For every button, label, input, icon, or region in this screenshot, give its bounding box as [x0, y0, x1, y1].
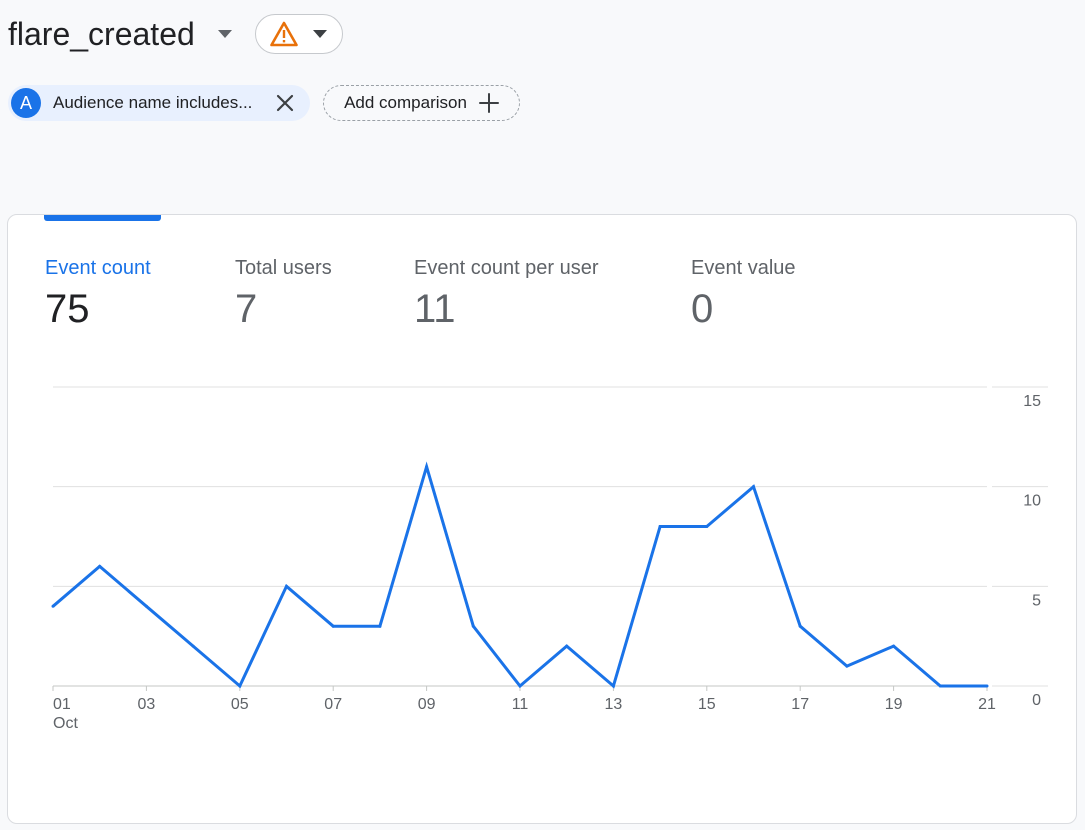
data-point	[565, 644, 569, 648]
close-icon	[276, 94, 294, 112]
data-point	[985, 684, 989, 688]
data-point	[378, 624, 382, 628]
data-point	[798, 624, 802, 628]
metric-tab-event-count-per-user[interactable]: Event count per user 11	[414, 255, 599, 335]
metric-value: 0	[691, 287, 714, 331]
chart-gridlines	[53, 386, 1048, 687]
audience-comparison-chip[interactable]: A Audience name includes...	[8, 85, 310, 121]
data-point	[191, 644, 195, 648]
metric-tab-total-users[interactable]: Total users 7	[235, 255, 332, 335]
x-tick-label: 21	[978, 696, 996, 713]
x-tick-label: 11	[512, 696, 529, 713]
metric-value: 75	[45, 287, 90, 331]
data-point	[285, 584, 288, 588]
caret-down-icon	[217, 30, 232, 38]
comparison-row: A Audience name includes... Add comparis…	[8, 85, 520, 121]
data-point	[98, 564, 102, 568]
y-tick-label: 10	[1023, 493, 1041, 510]
data-point	[611, 684, 615, 688]
x-axis: 01 Oct 03 05 07 09 11 13 15 17 19 21	[52, 686, 996, 732]
y-tick-label: 15	[1023, 393, 1041, 410]
caret-down-icon	[312, 30, 327, 38]
data-point	[892, 644, 896, 648]
y-tick-label: 0	[1032, 692, 1041, 709]
x-tick-label: 01	[53, 696, 71, 713]
audience-avatar: A	[11, 88, 41, 118]
data-point	[425, 465, 429, 469]
remove-comparison-button[interactable]	[271, 89, 299, 117]
warning-dropdown-button[interactable]	[254, 14, 343, 54]
active-metric-indicator	[44, 215, 161, 221]
metric-tab-event-value[interactable]: Event value 0	[691, 255, 796, 335]
title-row: flare_created	[8, 12, 343, 56]
add-comparison-button[interactable]: Add comparison	[323, 85, 520, 121]
chart-series	[51, 461, 989, 689]
data-point	[144, 604, 148, 608]
x-month-label: Oct	[53, 715, 78, 732]
series-line-event-count	[52, 461, 987, 689]
data-point	[845, 664, 849, 668]
add-comparison-label: Add comparison	[344, 93, 467, 112]
x-tick-label: 13	[605, 696, 623, 713]
warning-triangle-icon	[269, 21, 298, 47]
data-point	[938, 684, 942, 688]
x-tick-label: 17	[791, 696, 809, 713]
metric-value: 11	[414, 287, 456, 331]
x-tick-label: 03	[138, 696, 156, 713]
data-point	[658, 525, 662, 529]
y-axis: 0 5 10 15	[1023, 393, 1041, 709]
metric-value: 7	[235, 287, 258, 331]
title-dropdown-button[interactable]	[209, 18, 241, 50]
y-tick-label: 5	[1032, 592, 1041, 609]
metric-label: Event count	[45, 257, 151, 279]
x-tick-label: 19	[885, 696, 903, 713]
data-point	[331, 624, 335, 628]
x-tick-label: 05	[231, 696, 249, 713]
metric-label: Event count per user	[414, 257, 599, 279]
audience-chip-label: Audience name includes...	[53, 93, 253, 112]
data-point	[471, 624, 475, 628]
page-title: flare_created	[8, 16, 195, 52]
metric-tab-event-count[interactable]: Event count 75	[45, 255, 151, 335]
data-point	[518, 684, 522, 688]
data-point	[238, 684, 242, 688]
x-tick-label: 15	[698, 696, 716, 713]
plus-icon	[478, 93, 499, 113]
data-point	[752, 485, 755, 489]
x-tick-label: 07	[324, 696, 342, 713]
data-point	[51, 604, 55, 608]
chart-card: Event count 75 Total users 7 Event count…	[7, 214, 1077, 824]
metric-label: Event value	[691, 257, 796, 279]
data-point	[705, 525, 709, 529]
metric-label: Total users	[235, 257, 332, 279]
x-tick-label: 09	[418, 696, 436, 713]
